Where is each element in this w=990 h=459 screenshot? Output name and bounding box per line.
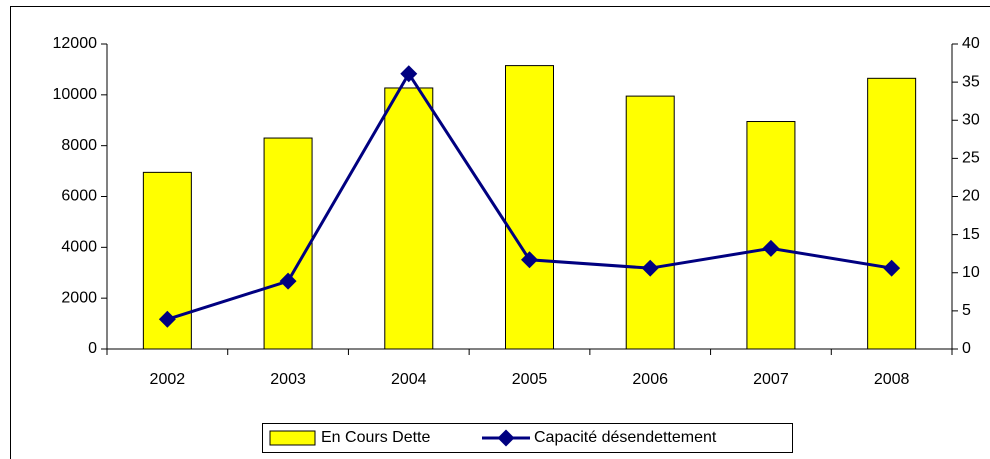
legend-marker <box>497 429 515 447</box>
legend-label: En Cours Dette <box>321 429 430 446</box>
legend-swatch <box>269 430 316 446</box>
y2-tick-label: 5 <box>962 302 971 319</box>
bar <box>746 121 796 350</box>
y-tick-label: 8000 <box>61 137 97 154</box>
marker <box>883 259 901 277</box>
y2-tick-label: 10 <box>962 264 980 281</box>
y2-tick-label: 0 <box>962 340 971 357</box>
bar <box>867 77 917 350</box>
y2-tick-label: 35 <box>962 73 980 90</box>
marker <box>521 251 538 269</box>
marker <box>279 272 297 290</box>
marker <box>762 239 780 257</box>
y2-tick-label: 15 <box>962 226 980 243</box>
x-tick-label: 2004 <box>391 371 427 388</box>
x-tick-label: 2002 <box>150 371 186 388</box>
legend-label: Capacité désendettement <box>534 429 717 446</box>
x-tick-label: 2006 <box>632 371 668 388</box>
y-tick-label: 6000 <box>61 188 97 205</box>
y-tick-label: 4000 <box>61 239 97 256</box>
y-tick-label: 0 <box>88 340 97 357</box>
x-tick-label: 2008 <box>874 371 910 388</box>
y2-tick-label: 30 <box>962 111 980 128</box>
bar <box>625 95 675 350</box>
bar <box>505 65 554 350</box>
y-tick-label: 2000 <box>61 289 97 306</box>
bar <box>263 137 313 350</box>
x-tick-label: 2005 <box>512 371 548 388</box>
y-tick-label: 12000 <box>53 35 98 52</box>
y2-tick-label: 25 <box>962 150 980 167</box>
marker <box>158 310 176 328</box>
marker <box>641 259 659 277</box>
y2-tick-label: 20 <box>962 188 980 205</box>
y-tick-label: 10000 <box>53 86 98 103</box>
bar <box>384 87 434 350</box>
x-tick-label: 2007 <box>753 371 789 388</box>
y2-tick-label: 40 <box>962 35 980 52</box>
x-tick-label: 2003 <box>270 371 306 388</box>
marker <box>400 65 418 83</box>
